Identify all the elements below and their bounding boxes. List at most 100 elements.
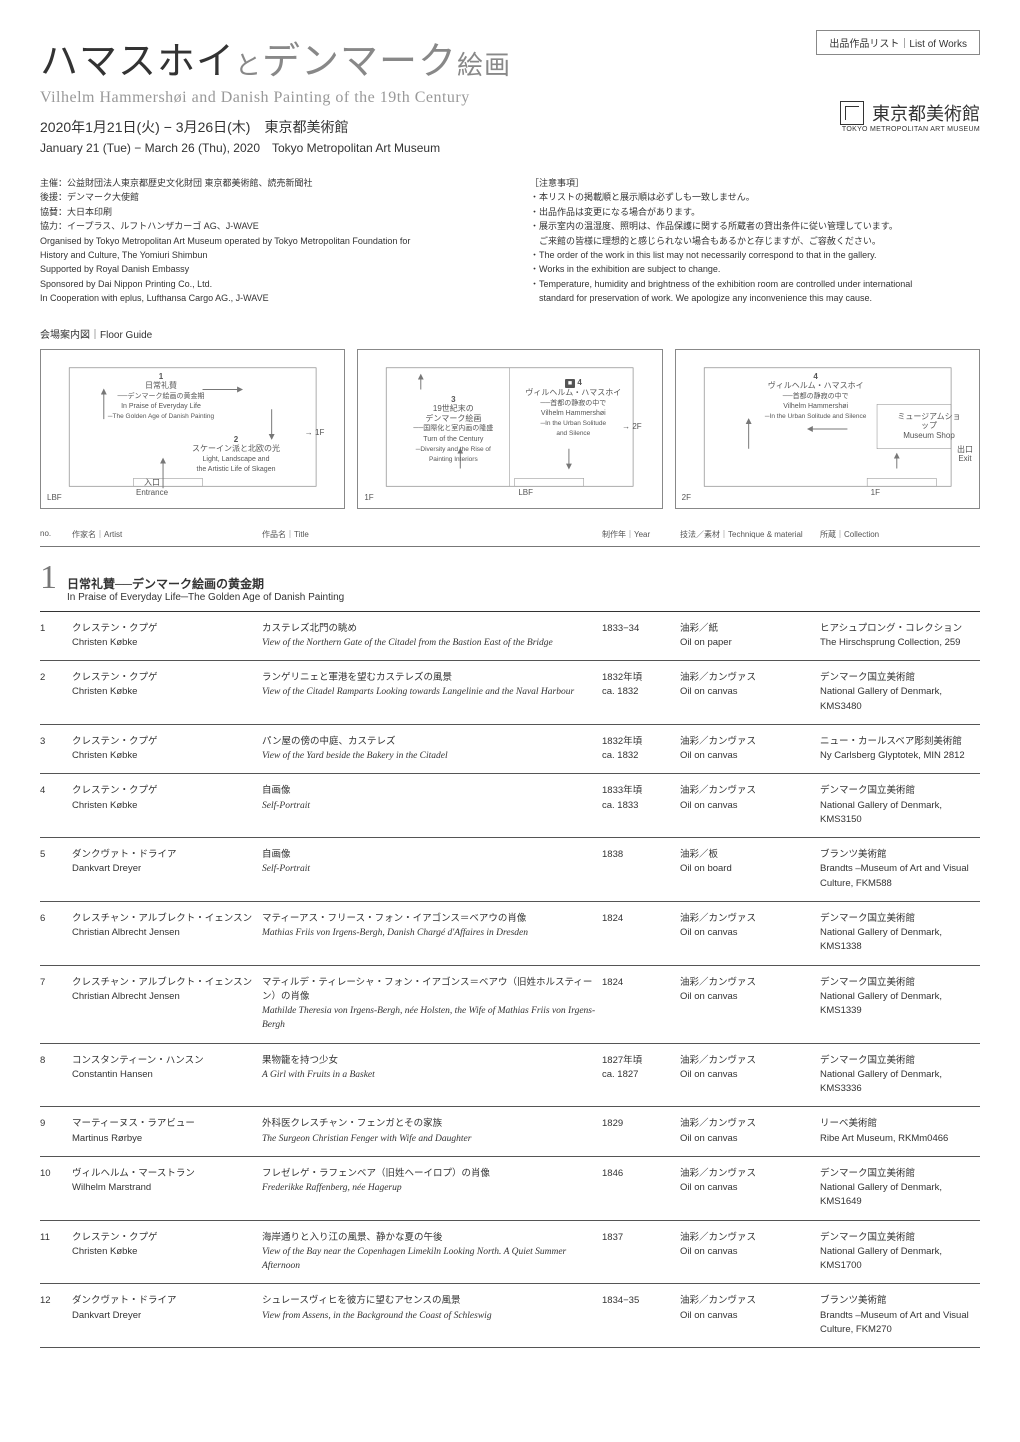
work-row: 9マーティーヌス・ラアビューMartinus Rørbye外科医クレスチャン・フ… <box>40 1107 980 1157</box>
work-artist: クレステン・クプゲChristen Købke <box>72 671 262 714</box>
work-collection: デンマーク国立美術館National Gallery of Denmark, K… <box>820 784 980 827</box>
credit-line: Organised by Tokyo Metropolitan Art Muse… <box>40 234 490 248</box>
work-title: 外科医クレスチャン・フェンガとその家族The Surgeon Christian… <box>262 1117 602 1146</box>
work-title: カステレズ北門の眺めView of the Northern Gate of t… <box>262 622 602 651</box>
col-title: 作品名｜Title <box>262 529 602 540</box>
work-technique: 油彩／カンヴァスOil on canvas <box>680 1167 820 1210</box>
notes-right: ［注意事項］ ・本リストの掲載順と展示順は必ずしも一致しません。・出品作品は変更… <box>530 176 980 306</box>
work-technique: 油彩／カンヴァスOil on canvas <box>680 735 820 764</box>
work-collection: リーベ美術館Ribe Art Museum, RKMm0466 <box>820 1117 980 1146</box>
work-row: 4クレステン・クプゲChristen Købke自画像Self-Portrait… <box>40 774 980 838</box>
work-no: 1 <box>40 622 72 651</box>
work-year: 1837 <box>602 1231 680 1274</box>
work-row: 7クレスチャン・アルブレクト・イェンスンChristian Albrecht J… <box>40 966 980 1044</box>
work-row: 12ダンクヴァト・ドライアDankvart Dreyerシュレースヴィヒを彼方に… <box>40 1284 980 1348</box>
map-lbf: 1 日常礼賛 ──デンマーク絵画の黄金期 In Praise of Everyd… <box>40 349 345 509</box>
note-line: ・出品作品は変更になる場合があります。 <box>530 205 980 219</box>
credits-and-notes: 主催：公益財団法人東京都歴史文化財団 東京都美術館、読売新聞社後援：デンマーク大… <box>40 176 980 306</box>
work-year: 1829 <box>602 1117 680 1146</box>
floor-maps: 1 日常礼賛 ──デンマーク絵画の黄金期 In Praise of Everyd… <box>40 349 980 509</box>
museum-icon <box>840 101 864 125</box>
work-technique: 油彩／紙Oil on paper <box>680 622 820 651</box>
work-title: マティーアス・フリース・フォン・イアゴンス＝ベアウの肖像Mathias Frii… <box>262 912 602 955</box>
col-artist: 作家名｜Artist <box>72 529 262 540</box>
work-artist: ヴィルヘルム・マーストランWilhelm Marstrand <box>72 1167 262 1210</box>
note-line: ・展示室内の温湿度、照明は、作品保護に関する所蔵者の貸出条件に従い管理しています… <box>530 219 980 233</box>
work-title: 自画像Self-Portrait <box>262 848 602 891</box>
work-technique: 油彩／カンヴァスOil on canvas <box>680 1117 820 1146</box>
work-year: 1833年頃 ca. 1833 <box>602 784 680 827</box>
work-artist: マーティーヌス・ラアビューMartinus Rørbye <box>72 1117 262 1146</box>
work-technique: 油彩／板Oil on board <box>680 848 820 891</box>
work-row: 6クレスチャン・アルブレクト・イェンスンChristian Albrecht J… <box>40 902 980 966</box>
col-year: 制作年｜Year <box>602 529 680 540</box>
credit-line: 主催：公益財団法人東京都歴史文化財団 東京都美術館、読売新聞社 <box>40 176 490 190</box>
work-technique: 油彩／カンヴァスOil on canvas <box>680 1054 820 1097</box>
work-artist: クレスチャン・アルブレクト・イェンスンChristian Albrecht Je… <box>72 912 262 955</box>
note-line: ・The order of the work in this list may … <box>530 248 980 262</box>
work-collection: デンマーク国立美術館National Gallery of Denmark, K… <box>820 912 980 955</box>
work-artist: クレステン・クプゲChristen Købke <box>72 784 262 827</box>
work-artist: ダンクヴァト・ドライアDankvart Dreyer <box>72 1294 262 1337</box>
work-title: パン屋の傍の中庭、カステレズView of the Yard beside th… <box>262 735 602 764</box>
work-year: 1846 <box>602 1167 680 1210</box>
credits-left: 主催：公益財団法人東京都歴史文化財団 東京都美術館、読売新聞社後援：デンマーク大… <box>40 176 490 306</box>
work-year: 1832年頃 ca. 1832 <box>602 735 680 764</box>
work-title: シュレースヴィヒを彼方に望むアセンスの風景View from Assens, i… <box>262 1294 602 1337</box>
work-collection: デンマーク国立美術館National Gallery of Denmark, K… <box>820 671 980 714</box>
header: 出品作品リスト｜List of Works ハマスホイとデンマーク絵画 Vilh… <box>40 30 980 156</box>
note-line: ・Temperature, humidity and brightness of… <box>530 277 980 291</box>
dates-jp: 2020年1月21日(火) − 3月26日(木) 東京都美術館 <box>40 117 980 137</box>
work-row: 3クレステン・クプゲChristen Købkeパン屋の傍の中庭、カステレズVi… <box>40 725 980 775</box>
work-no: 6 <box>40 912 72 955</box>
list-of-works-badge: 出品作品リスト｜List of Works <box>816 30 980 55</box>
dates-en: January 21 (Tue) − March 26 (Thu), 2020 … <box>40 139 980 156</box>
credit-line: Sponsored by Dai Nippon Printing Co., Lt… <box>40 277 490 291</box>
table-header: no. 作家名｜Artist 作品名｜Title 制作年｜Year 技法／素材｜… <box>40 525 980 547</box>
work-year: 1838 <box>602 848 680 891</box>
work-no: 4 <box>40 784 72 827</box>
note-line: ・Works in the exhibition are subject to … <box>530 262 980 276</box>
work-no: 3 <box>40 735 72 764</box>
floor-guide-header: 会場案内図｜Floor Guide <box>40 326 980 341</box>
work-row: 1クレステン・クプゲChristen Købkeカステレズ北門の眺めView o… <box>40 612 980 662</box>
work-artist: クレスチャン・アルブレクト・イェンスンChristian Albrecht Je… <box>72 976 262 1033</box>
work-technique: 油彩／カンヴァスOil on canvas <box>680 784 820 827</box>
note-line: ・本リストの掲載順と展示順は必ずしも一致しません。 <box>530 190 980 204</box>
work-title: ランゲリニェと軍港を望むカステレズの風景View of the Citadel … <box>262 671 602 714</box>
work-no: 2 <box>40 671 72 714</box>
work-no: 12 <box>40 1294 72 1337</box>
work-year: 1827年頃 ca. 1827 <box>602 1054 680 1097</box>
note-line: standard for preservation of work. We ap… <box>530 291 980 305</box>
col-tech: 技法／素材｜Technique & material <box>680 529 820 540</box>
work-year: 1824 <box>602 912 680 955</box>
work-row: 11クレステン・クプゲChristen Købke海岸通りと入り江の風景、静かな… <box>40 1221 980 1285</box>
work-collection: デンマーク国立美術館National Gallery of Denmark, K… <box>820 1167 980 1210</box>
work-technique: 油彩／カンヴァスOil on canvas <box>680 671 820 714</box>
works-table: 1クレステン・クプゲChristen Købkeカステレズ北門の眺めView o… <box>40 612 980 1349</box>
work-collection: ブランツ美術館Brandts –Museum of Art and Visual… <box>820 1294 980 1337</box>
col-no: no. <box>40 529 72 540</box>
work-title: フレゼレゲ・ラフェンベア（旧姓ヘーイロプ）の肖像Frederikke Raffe… <box>262 1167 602 1210</box>
work-collection: デンマーク国立美術館National Gallery of Denmark, K… <box>820 1054 980 1097</box>
work-row: 5ダンクヴァト・ドライアDankvart Dreyer自画像Self-Portr… <box>40 838 980 902</box>
work-artist: ダンクヴァト・ドライアDankvart Dreyer <box>72 848 262 891</box>
credit-line: 後援：デンマーク大使館 <box>40 190 490 204</box>
work-technique: 油彩／カンヴァスOil on canvas <box>680 1231 820 1274</box>
work-row: 8コンスタンティーン・ハンスンConstantin Hansen果物籠を持つ少女… <box>40 1044 980 1108</box>
work-artist: クレステン・クプゲChristen Købke <box>72 1231 262 1274</box>
work-technique: 油彩／カンヴァスOil on canvas <box>680 1294 820 1337</box>
work-collection: デンマーク国立美術館National Gallery of Denmark, K… <box>820 1231 980 1274</box>
work-title: 自画像Self-Portrait <box>262 784 602 827</box>
work-year: 1834−35 <box>602 1294 680 1337</box>
map-2f: 4 ヴィルヘルム・ハマスホイ ──首都の静寂の中で Vilhelm Hammer… <box>675 349 980 509</box>
exhibition-title-en: Vilhelm Hammershøi and Danish Painting o… <box>40 89 980 107</box>
work-collection: ブランツ美術館Brandts –Museum of Art and Visual… <box>820 848 980 891</box>
section-1-title: 1 日常礼賛──デンマーク絵画の黄金期 In Praise of Everyda… <box>40 561 980 612</box>
work-no: 11 <box>40 1231 72 1274</box>
work-row: 10ヴィルヘルム・マーストランWilhelm Marstrandフレゼレゲ・ラフ… <box>40 1157 980 1221</box>
work-technique: 油彩／カンヴァスOil on canvas <box>680 912 820 955</box>
work-year: 1824 <box>602 976 680 1033</box>
work-collection: デンマーク国立美術館National Gallery of Denmark, K… <box>820 976 980 1033</box>
credit-line: 協賛：大日本印刷 <box>40 205 490 219</box>
